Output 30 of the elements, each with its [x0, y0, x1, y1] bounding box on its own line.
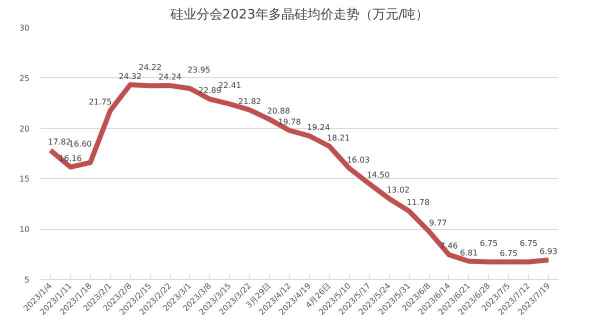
data-label: 6.75 [520, 238, 538, 248]
data-label: 21.82 [238, 96, 262, 106]
data-label: 18.21 [326, 133, 350, 142]
y-tick-label: 5 [24, 276, 30, 284]
data-label: 19.24 [307, 122, 330, 132]
data-label: 19.78 [278, 118, 301, 127]
data-label: 17.82 [48, 137, 71, 146]
y-tick-label: 20 [19, 124, 30, 134]
data-label: 6.93 [540, 247, 558, 256]
data-label: 24.24 [158, 72, 182, 82]
y-tick-label: 30 [19, 24, 30, 32]
y-tick-label: 25 [19, 74, 30, 83]
chart-title: 硅业分会2023年多晶硅均价走势（万元/吨） [169, 8, 429, 22]
data-label: 14.50 [366, 170, 390, 180]
y-tick-label: 10 [19, 225, 30, 234]
data-label: 9.77 [429, 218, 447, 228]
data-label: 20.88 [267, 106, 290, 116]
data-label: 22.89 [198, 86, 222, 96]
data-label: 6.75 [480, 238, 498, 248]
data-label: 21.75 [88, 98, 112, 107]
data-label: 23.95 [187, 65, 210, 74]
data-label: 16.60 [68, 140, 92, 149]
data-label: 6.75 [500, 248, 518, 258]
data-label: 16.03 [346, 155, 370, 164]
y-tick-label: 15 [19, 174, 30, 184]
data-label: 11.78 [406, 198, 430, 208]
data-label: 13.02 [386, 186, 410, 195]
data-label: 24.22 [138, 62, 162, 72]
data-label: 6.81 [460, 248, 478, 258]
data-label: 24.32 [118, 72, 142, 81]
